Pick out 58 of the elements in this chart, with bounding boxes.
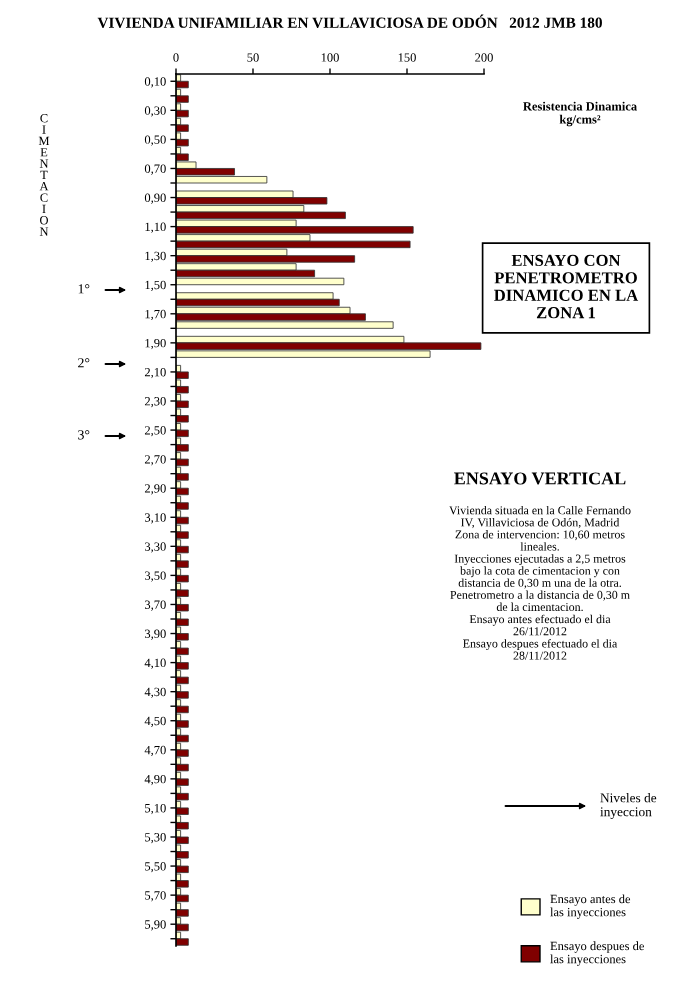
bar xyxy=(176,487,189,496)
bar xyxy=(176,763,189,772)
bar xyxy=(176,211,346,220)
bar xyxy=(176,836,189,844)
bar xyxy=(176,851,189,859)
bar xyxy=(176,429,189,438)
bar xyxy=(176,153,189,161)
annotation: ENSAYO VERTICAL xyxy=(454,472,626,485)
bar xyxy=(176,400,189,408)
bar xyxy=(176,865,189,874)
bar xyxy=(176,292,334,300)
bar xyxy=(176,822,189,830)
text: ENSAYO CON PENETROMETRO DINAMICO EN LA ZONA 1 xyxy=(494,254,639,319)
bar xyxy=(176,458,189,467)
bar xyxy=(176,176,268,184)
bar xyxy=(176,226,414,234)
bar xyxy=(176,109,189,118)
bar xyxy=(176,531,189,539)
bar xyxy=(176,342,482,350)
bar xyxy=(176,720,189,728)
bar xyxy=(176,80,189,89)
bar xyxy=(176,589,189,597)
bar xyxy=(176,560,189,568)
bar xyxy=(176,386,189,394)
bar xyxy=(176,909,189,917)
bar xyxy=(176,618,189,626)
bar xyxy=(176,705,189,714)
bar xyxy=(176,138,189,147)
bar xyxy=(176,255,356,263)
bar xyxy=(176,516,189,525)
bar xyxy=(176,197,328,205)
bar xyxy=(176,574,189,583)
bar xyxy=(176,778,189,786)
bar xyxy=(176,604,189,612)
bar xyxy=(176,880,189,888)
bar xyxy=(176,691,189,699)
bar xyxy=(176,277,345,286)
bar xyxy=(176,240,411,249)
bar xyxy=(176,792,189,801)
bar xyxy=(176,894,189,903)
bar xyxy=(176,807,189,815)
bar xyxy=(176,923,189,932)
bar xyxy=(176,473,189,481)
bar xyxy=(176,647,189,656)
bar xyxy=(176,124,189,132)
bar xyxy=(176,95,189,103)
bar xyxy=(176,749,189,757)
bar xyxy=(176,321,394,329)
bar xyxy=(176,371,189,379)
bar xyxy=(176,502,189,510)
bar xyxy=(176,545,189,554)
bar xyxy=(176,415,189,423)
bar xyxy=(176,633,189,641)
bar xyxy=(176,734,189,743)
bar xyxy=(176,938,189,946)
bar xyxy=(176,662,189,670)
bar xyxy=(176,444,189,452)
bar xyxy=(176,676,189,685)
